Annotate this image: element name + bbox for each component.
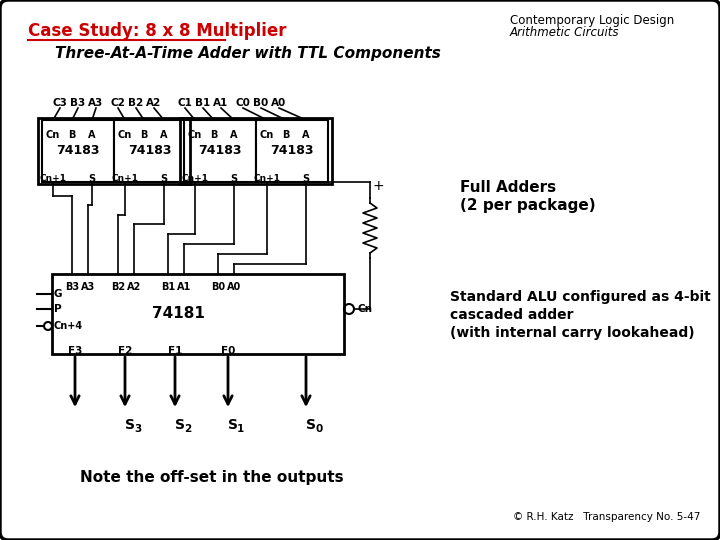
Text: A: A xyxy=(89,130,96,140)
Bar xyxy=(38,118,190,184)
Text: B1: B1 xyxy=(161,282,175,292)
Text: C0: C0 xyxy=(235,98,251,108)
Text: 74183: 74183 xyxy=(128,145,172,158)
Text: S: S xyxy=(161,174,168,184)
Text: S: S xyxy=(306,418,316,432)
Text: Cn: Cn xyxy=(357,304,372,314)
Text: A1: A1 xyxy=(177,282,191,292)
Text: S: S xyxy=(175,418,185,432)
Text: 74181: 74181 xyxy=(152,307,204,321)
Text: C1: C1 xyxy=(178,98,192,108)
Text: S: S xyxy=(89,174,96,184)
Text: C2: C2 xyxy=(111,98,125,108)
Text: B1: B1 xyxy=(195,98,211,108)
Text: A: A xyxy=(230,130,238,140)
Text: A0: A0 xyxy=(271,98,287,108)
Text: B3: B3 xyxy=(71,98,86,108)
Text: B: B xyxy=(210,130,217,140)
Text: Three-At-A-Time Adder with TTL Components: Three-At-A-Time Adder with TTL Component… xyxy=(55,46,441,61)
Text: F0: F0 xyxy=(221,346,235,356)
Bar xyxy=(114,120,186,182)
Text: 1: 1 xyxy=(237,424,244,434)
Text: A3: A3 xyxy=(89,98,104,108)
Text: Cn: Cn xyxy=(188,130,202,140)
Text: 3: 3 xyxy=(134,424,141,434)
Text: (2 per package): (2 per package) xyxy=(460,198,595,213)
Text: 74183: 74183 xyxy=(198,145,242,158)
Text: +: + xyxy=(372,179,384,193)
Text: Cn: Cn xyxy=(118,130,132,140)
Text: B0: B0 xyxy=(253,98,269,108)
Text: Cn+1: Cn+1 xyxy=(40,174,66,183)
Text: A3: A3 xyxy=(81,282,95,292)
Text: Standard ALU configured as 4-bit: Standard ALU configured as 4-bit xyxy=(450,290,711,304)
Bar xyxy=(42,120,114,182)
Text: B2: B2 xyxy=(111,282,125,292)
Text: S: S xyxy=(125,418,135,432)
Text: A: A xyxy=(302,130,310,140)
Text: Cn: Cn xyxy=(260,130,274,140)
Text: A2: A2 xyxy=(127,282,141,292)
Text: (with internal carry lookahead): (with internal carry lookahead) xyxy=(450,326,695,340)
Bar xyxy=(52,274,344,354)
Text: A1: A1 xyxy=(213,98,229,108)
Text: B3: B3 xyxy=(65,282,79,292)
Text: Full Adders: Full Adders xyxy=(460,180,556,195)
Text: B2: B2 xyxy=(128,98,143,108)
Text: F1: F1 xyxy=(168,346,182,356)
Text: Contemporary Logic Design: Contemporary Logic Design xyxy=(510,14,674,27)
Text: Cn+1: Cn+1 xyxy=(181,174,209,183)
Text: F2: F2 xyxy=(118,346,132,356)
Bar xyxy=(184,120,256,182)
Text: F3: F3 xyxy=(68,346,82,356)
Bar xyxy=(256,120,328,182)
Text: cascaded adder: cascaded adder xyxy=(450,308,574,322)
Text: B0: B0 xyxy=(211,282,225,292)
Text: 74183: 74183 xyxy=(56,145,100,158)
Text: Note the off-set in the outputs: Note the off-set in the outputs xyxy=(80,470,343,485)
Text: B: B xyxy=(282,130,289,140)
Text: A0: A0 xyxy=(227,282,241,292)
Text: A: A xyxy=(161,130,168,140)
Text: G: G xyxy=(54,289,63,299)
Text: Arithmetic Circuits: Arithmetic Circuits xyxy=(510,26,619,39)
Text: Cn: Cn xyxy=(46,130,60,140)
Text: Cn+1: Cn+1 xyxy=(112,174,138,183)
Text: 0: 0 xyxy=(315,424,323,434)
Text: Case Study: 8 x 8 Multiplier: Case Study: 8 x 8 Multiplier xyxy=(28,22,287,40)
Text: Cn+4: Cn+4 xyxy=(54,321,83,331)
Text: S: S xyxy=(228,418,238,432)
Text: 74183: 74183 xyxy=(270,145,314,158)
Text: S: S xyxy=(302,174,310,184)
Bar xyxy=(180,118,332,184)
Text: B: B xyxy=(68,130,76,140)
Text: © R.H. Katz   Transparency No. 5-47: © R.H. Katz Transparency No. 5-47 xyxy=(513,512,700,522)
Text: S: S xyxy=(230,174,238,184)
Text: Cn+1: Cn+1 xyxy=(253,174,281,183)
Text: 2: 2 xyxy=(184,424,192,434)
Text: B: B xyxy=(140,130,148,140)
Text: P: P xyxy=(54,304,62,314)
Text: A2: A2 xyxy=(146,98,161,108)
Text: C3: C3 xyxy=(53,98,68,108)
